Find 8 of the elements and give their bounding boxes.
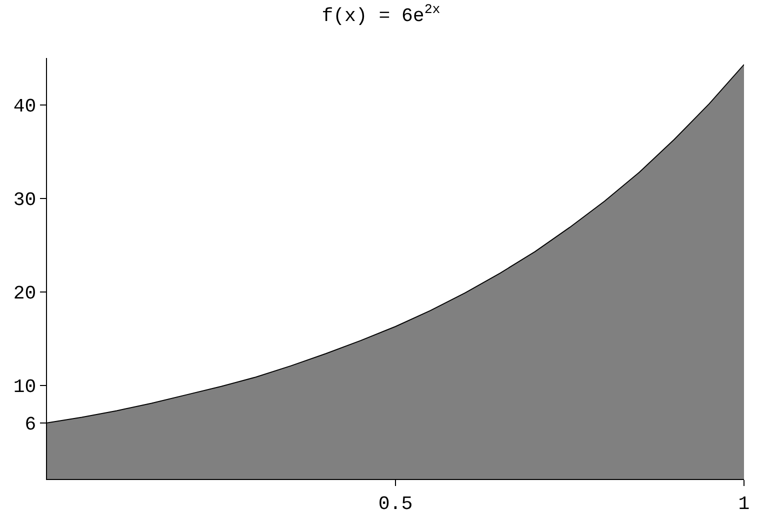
chart-title: f(x) = 6e$^{2x}$ (322, 2, 440, 28)
y-tick-label: 30 (13, 188, 36, 211)
y-tick-label: 20 (13, 282, 36, 305)
y-tick-label: 40 (13, 95, 36, 118)
x-tick-label: 1 (738, 492, 750, 515)
y-tick-label: 6 (24, 414, 36, 436)
x-tick-label: 0.5 (378, 492, 413, 515)
y-tick-label: 10 (13, 376, 36, 398)
